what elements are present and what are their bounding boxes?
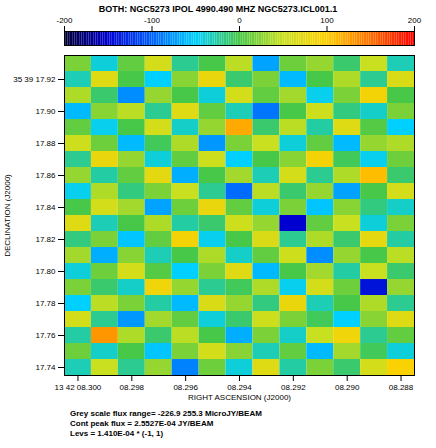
svg-text:17.88: 17.88 xyxy=(35,139,56,148)
svg-text:17.80: 17.80 xyxy=(35,267,56,276)
svg-text:08.292: 08.292 xyxy=(281,383,306,392)
svg-text:200: 200 xyxy=(408,16,422,25)
svg-text:-200: -200 xyxy=(56,16,73,25)
svg-text:08.296: 08.296 xyxy=(173,383,198,392)
svg-text:35 39 17.92: 35 39 17.92 xyxy=(13,75,56,84)
svg-text:17.74: 17.74 xyxy=(35,363,56,372)
svg-text:17.76: 17.76 xyxy=(35,331,56,340)
svg-text:08.290: 08.290 xyxy=(335,383,360,392)
svg-text:RIGHT ASCENSION (J2000): RIGHT ASCENSION (J2000) xyxy=(188,393,291,402)
html-text:Cont peak flux = 2.5527E-04 JY: Cont peak flux = 2.5527E-04 JY/BEAM xyxy=(70,419,214,428)
svg-text:17.90: 17.90 xyxy=(35,107,56,116)
svg-text:-100: -100 xyxy=(144,16,161,25)
svg-text:08.294: 08.294 xyxy=(227,383,252,392)
svg-text:17.82: 17.82 xyxy=(35,235,56,244)
svg-text:0: 0 xyxy=(237,16,242,25)
svg-text:17.86: 17.86 xyxy=(35,171,56,180)
svg-text:100: 100 xyxy=(320,16,334,25)
svg-text:13 42 08.300: 13 42 08.300 xyxy=(55,383,102,392)
svg-text:17.78: 17.78 xyxy=(35,299,56,308)
svg-text:08.298: 08.298 xyxy=(120,383,145,392)
html-text:Grey scale flux range= -226.9: Grey scale flux range= -226.9 255.3 Micr… xyxy=(70,409,262,418)
html-text:Levs = 1.410E-04 * (-1, 1): Levs = 1.410E-04 * (-1, 1) xyxy=(70,429,164,438)
svg-text:DECLINATION (J2000): DECLINATION (J2000) xyxy=(3,174,12,257)
svg-text:17.84: 17.84 xyxy=(35,203,56,212)
svg-text:08.288: 08.288 xyxy=(389,383,414,392)
html-text:BOTH: NGC5273 IPOL 4990.490 MH: BOTH: NGC5273 IPOL 4990.490 MHZ NGC5273.… xyxy=(98,4,338,14)
